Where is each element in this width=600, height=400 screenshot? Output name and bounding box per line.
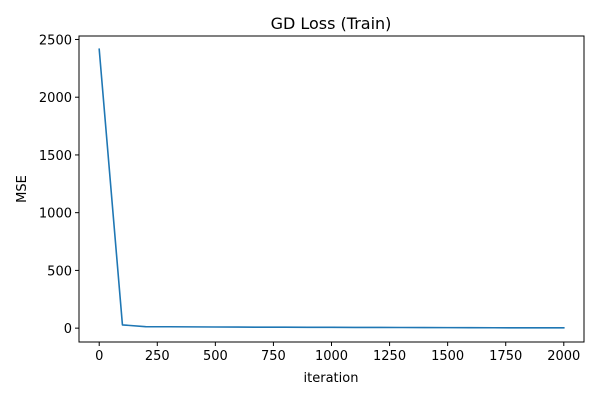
- x-tick-label: 250: [145, 349, 170, 364]
- x-tick-label: 1500: [431, 349, 464, 364]
- y-tick-label: 0: [64, 322, 72, 337]
- x-tick-label: 750: [261, 349, 286, 364]
- x-tick-label: 0: [95, 349, 103, 364]
- x-tick-label: 2000: [547, 349, 580, 364]
- y-tick-label: 2000: [39, 91, 72, 106]
- series-line: [98, 48, 565, 329]
- y-tick-label: 1000: [39, 207, 72, 222]
- y-axis-ticks: 0 500 1000 1500 2000 2500: [39, 33, 79, 337]
- y-tick-label: 1500: [39, 149, 72, 164]
- x-tick-label: 1750: [489, 349, 522, 364]
- plot-area: 0 250 500 750 1000 1250 1500 1750 2000 0 500 1000 1…: [39, 33, 585, 364]
- x-tick-label: 1250: [373, 349, 406, 364]
- chart-title: GD Loss (Train): [271, 14, 392, 33]
- x-axis-title: iteration: [304, 371, 359, 386]
- y-tick-label: 2500: [39, 33, 72, 48]
- x-tick-label: 1000: [315, 349, 348, 364]
- y-axis-title: MSE: [15, 175, 30, 203]
- x-tick-label: 500: [203, 349, 228, 364]
- x-axis-ticks: 0 250 500 750 1000 1250 1500 1750 2000: [95, 342, 580, 364]
- series-layer: [98, 48, 565, 329]
- y-tick-label: 500: [47, 264, 72, 279]
- plot-frame: [78, 35, 585, 343]
